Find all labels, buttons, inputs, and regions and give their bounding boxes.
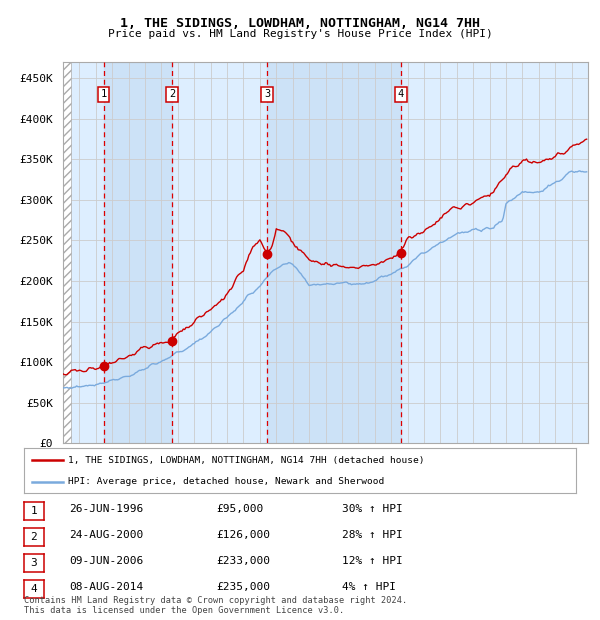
Text: Contains HM Land Registry data © Crown copyright and database right 2024.
This d: Contains HM Land Registry data © Crown c… bbox=[24, 596, 407, 615]
Text: HPI: Average price, detached house, Newark and Sherwood: HPI: Average price, detached house, Newa… bbox=[68, 477, 385, 486]
Text: 08-AUG-2014: 08-AUG-2014 bbox=[69, 582, 143, 592]
Bar bbox=[63, 62, 71, 443]
Text: £126,000: £126,000 bbox=[216, 530, 270, 540]
Text: 24-AUG-2000: 24-AUG-2000 bbox=[69, 530, 143, 540]
Text: 2: 2 bbox=[31, 532, 37, 542]
Text: 3: 3 bbox=[31, 558, 37, 568]
Text: 4: 4 bbox=[31, 584, 37, 594]
Text: 1, THE SIDINGS, LOWDHAM, NOTTINGHAM, NG14 7HH: 1, THE SIDINGS, LOWDHAM, NOTTINGHAM, NG1… bbox=[120, 17, 480, 30]
Bar bbox=[267, 62, 401, 443]
Text: 4: 4 bbox=[398, 89, 404, 99]
Text: 1: 1 bbox=[31, 506, 37, 516]
Text: 3: 3 bbox=[264, 89, 270, 99]
Text: 1, THE SIDINGS, LOWDHAM, NOTTINGHAM, NG14 7HH (detached house): 1, THE SIDINGS, LOWDHAM, NOTTINGHAM, NG1… bbox=[68, 456, 425, 465]
Bar bbox=[104, 62, 172, 443]
Text: 26-JUN-1996: 26-JUN-1996 bbox=[69, 504, 143, 514]
Text: £233,000: £233,000 bbox=[216, 556, 270, 566]
Text: £235,000: £235,000 bbox=[216, 582, 270, 592]
Text: 28% ↑ HPI: 28% ↑ HPI bbox=[342, 530, 403, 540]
Text: 2: 2 bbox=[169, 89, 175, 99]
Text: 1: 1 bbox=[101, 89, 107, 99]
Text: £95,000: £95,000 bbox=[216, 504, 263, 514]
Text: 12% ↑ HPI: 12% ↑ HPI bbox=[342, 556, 403, 566]
Text: 30% ↑ HPI: 30% ↑ HPI bbox=[342, 504, 403, 514]
Text: 4% ↑ HPI: 4% ↑ HPI bbox=[342, 582, 396, 592]
Text: 09-JUN-2006: 09-JUN-2006 bbox=[69, 556, 143, 566]
Text: Price paid vs. HM Land Registry's House Price Index (HPI): Price paid vs. HM Land Registry's House … bbox=[107, 29, 493, 39]
